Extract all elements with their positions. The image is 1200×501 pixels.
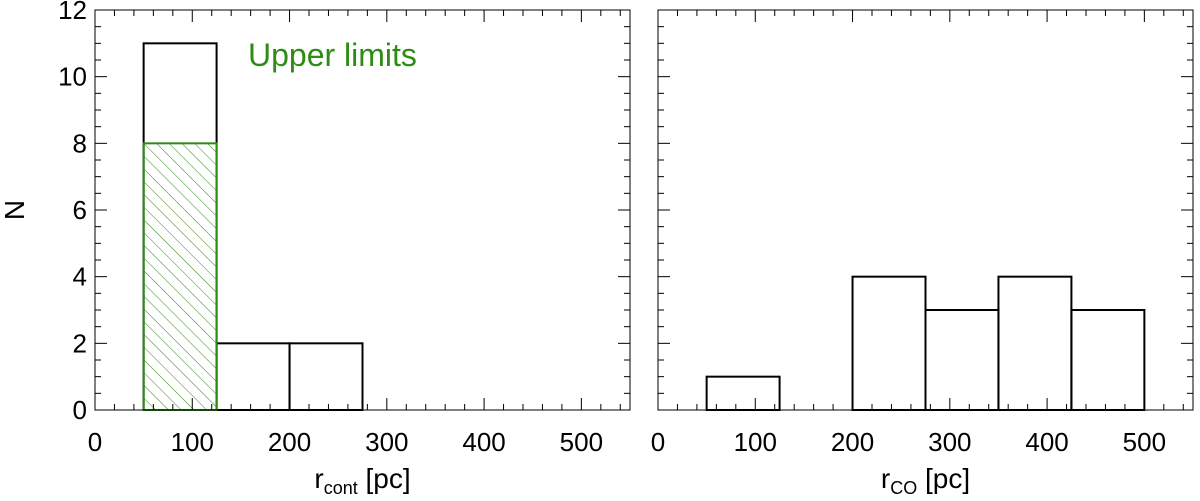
x-tick-label: 300: [928, 427, 971, 457]
x-tick-label: 400: [462, 427, 505, 457]
x-tick-label: 0: [88, 427, 102, 457]
y-tick-label: 6: [73, 195, 87, 225]
x-tick-label: 500: [560, 427, 603, 457]
x-tick-label: 400: [1025, 427, 1068, 457]
x-tick-label: 300: [365, 427, 408, 457]
histogram-bar-2: [851, 275, 927, 411]
histogram-bar-3: [924, 309, 1000, 411]
x-tick-label: 0: [651, 427, 665, 457]
histogram-bar-2: [288, 342, 364, 412]
x-axis-label: rcont [pc]: [314, 463, 410, 498]
upper-limits-annotation: Upper limits: [248, 37, 417, 73]
right-histogram-panel: 0 100 200 300 400 500 rCO [pc]: [651, 9, 1194, 498]
x-axis-label: rCO [pc]: [881, 463, 970, 498]
x-tick-label: 500: [1123, 427, 1166, 457]
x-tick-label: 200: [831, 427, 874, 457]
histogram-bar-4: [997, 275, 1073, 411]
y-tick-label: 10: [58, 62, 87, 92]
y-tick-label: 12: [58, 0, 87, 25]
y-axis-label: N: [0, 200, 30, 220]
x-tick-label: 100: [734, 427, 777, 457]
upper-limit-bar-0: [142, 142, 218, 411]
x-tick-label: 100: [171, 427, 214, 457]
y-tick-label: 0: [73, 395, 87, 425]
histogram-bar-1: [215, 342, 291, 412]
x-tick-label: 200: [268, 427, 311, 457]
y-tick-label: 4: [73, 262, 87, 292]
left-histogram-panel: 0 100 200 300 400 500 0 2 4 6 8 10 12 rcont [pc] N Uppe…: [0, 0, 631, 498]
histogram-bar-5: [1070, 309, 1146, 411]
y-tick-label: 8: [73, 128, 87, 158]
y-tick-label: 2: [73, 328, 87, 358]
histogram-bar-0: [705, 375, 781, 411]
